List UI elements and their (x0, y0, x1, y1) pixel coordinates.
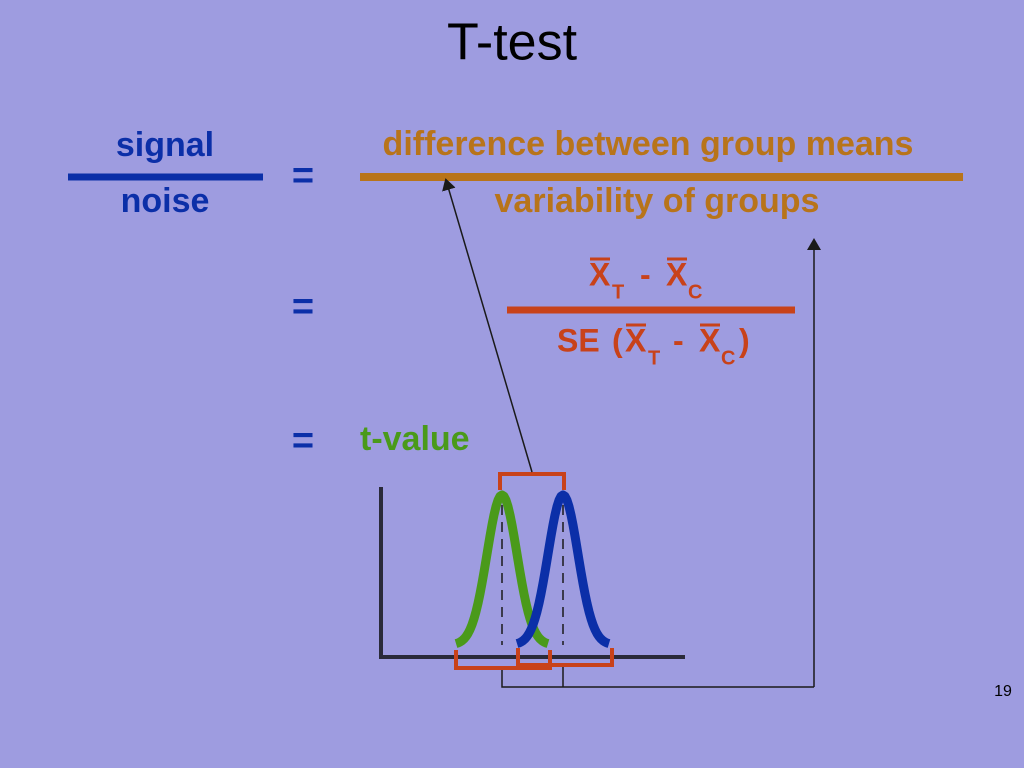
mean-bracket (498, 472, 566, 490)
paren: ( (612, 322, 623, 358)
symbol: X (666, 256, 688, 292)
minus: - (640, 256, 651, 292)
spread-bracket (516, 648, 614, 667)
numerator: difference between group means (383, 125, 914, 163)
minus: - (673, 322, 684, 358)
subscript: T (612, 281, 624, 303)
equals: = (292, 286, 314, 328)
spread-bracket (454, 650, 552, 670)
t-value: t-value (360, 420, 470, 458)
treatment-distribution (514, 490, 612, 648)
signal: signal (116, 126, 214, 164)
symbol: X (699, 322, 721, 358)
symbol: X (589, 256, 611, 292)
se: SE (557, 322, 600, 358)
paren: ) (739, 322, 750, 358)
symbol: X (625, 322, 647, 358)
subscript: C (688, 281, 702, 303)
connector (501, 670, 814, 688)
formula-denominator: SE ( X T - X C ) (557, 322, 750, 369)
formula-numerator: X T - X C (589, 256, 702, 303)
axes (379, 487, 685, 659)
subscript: T (648, 347, 660, 369)
arrow (442, 178, 533, 473)
equals: = (292, 420, 314, 462)
subscript: C (721, 347, 735, 369)
slide-title: T-test (447, 14, 578, 72)
noise: noise (121, 182, 210, 220)
page-number: 19 (994, 683, 1012, 700)
equals: = (292, 155, 314, 197)
denominator: variability of groups (495, 182, 820, 220)
